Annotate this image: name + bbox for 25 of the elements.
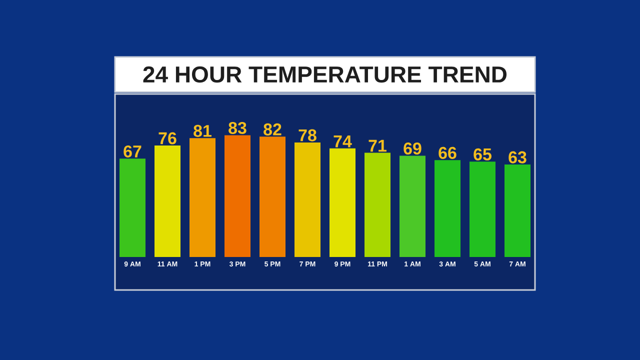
data-label: 81 <box>194 124 212 137</box>
data-label: 83 <box>228 122 246 134</box>
data-label: 69 <box>404 142 422 155</box>
bar <box>190 138 216 257</box>
bar <box>504 164 530 257</box>
bar <box>224 135 251 257</box>
data-label: 71 <box>368 140 386 152</box>
bar <box>260 136 286 257</box>
data-label: 63 <box>508 151 526 164</box>
data-label: 78 <box>298 129 316 142</box>
data-label: 74 <box>334 136 352 148</box>
bar <box>364 152 391 257</box>
data-label: 65 <box>474 148 492 160</box>
bar <box>120 158 146 257</box>
bar <box>330 148 356 257</box>
data-label: 67 <box>124 145 142 158</box>
bar <box>470 162 496 257</box>
data-label: 66 <box>438 146 456 159</box>
data-label: 82 <box>264 123 282 136</box>
data-label: 76 <box>158 132 176 144</box>
chart-title: 24 HOUR TEMPERATURE TREND <box>143 66 507 83</box>
bar <box>400 156 426 257</box>
bar <box>294 142 321 257</box>
bar <box>434 160 461 257</box>
bar <box>154 145 181 257</box>
